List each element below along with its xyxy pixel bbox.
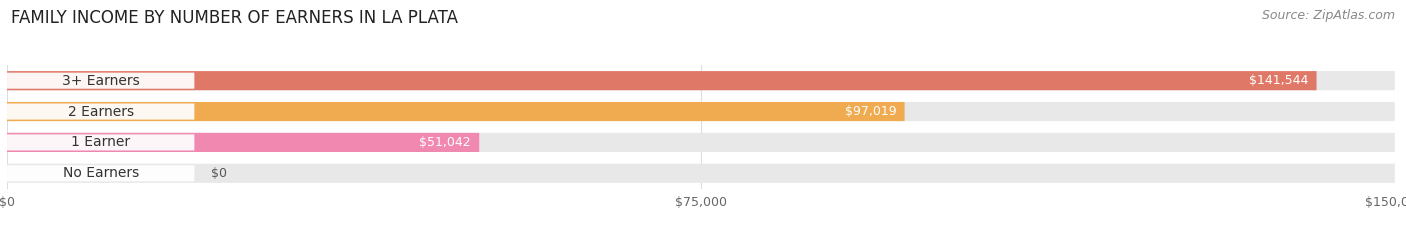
Text: Source: ZipAtlas.com: Source: ZipAtlas.com <box>1261 9 1395 22</box>
Text: 3+ Earners: 3+ Earners <box>62 74 139 88</box>
Text: $97,019: $97,019 <box>845 105 896 118</box>
Text: $0: $0 <box>211 167 226 180</box>
FancyBboxPatch shape <box>7 71 1316 90</box>
Text: FAMILY INCOME BY NUMBER OF EARNERS IN LA PLATA: FAMILY INCOME BY NUMBER OF EARNERS IN LA… <box>11 9 458 27</box>
FancyBboxPatch shape <box>7 102 1395 121</box>
Text: $51,042: $51,042 <box>419 136 471 149</box>
FancyBboxPatch shape <box>7 133 1395 152</box>
Text: 2 Earners: 2 Earners <box>67 105 134 119</box>
Text: $141,544: $141,544 <box>1249 74 1308 87</box>
FancyBboxPatch shape <box>7 133 479 152</box>
FancyBboxPatch shape <box>7 73 194 89</box>
FancyBboxPatch shape <box>7 164 1395 183</box>
FancyBboxPatch shape <box>7 103 194 120</box>
FancyBboxPatch shape <box>7 165 194 181</box>
Text: 1 Earner: 1 Earner <box>72 135 131 149</box>
FancyBboxPatch shape <box>7 71 1395 90</box>
Text: No Earners: No Earners <box>63 166 139 180</box>
FancyBboxPatch shape <box>7 134 194 151</box>
FancyBboxPatch shape <box>7 102 904 121</box>
